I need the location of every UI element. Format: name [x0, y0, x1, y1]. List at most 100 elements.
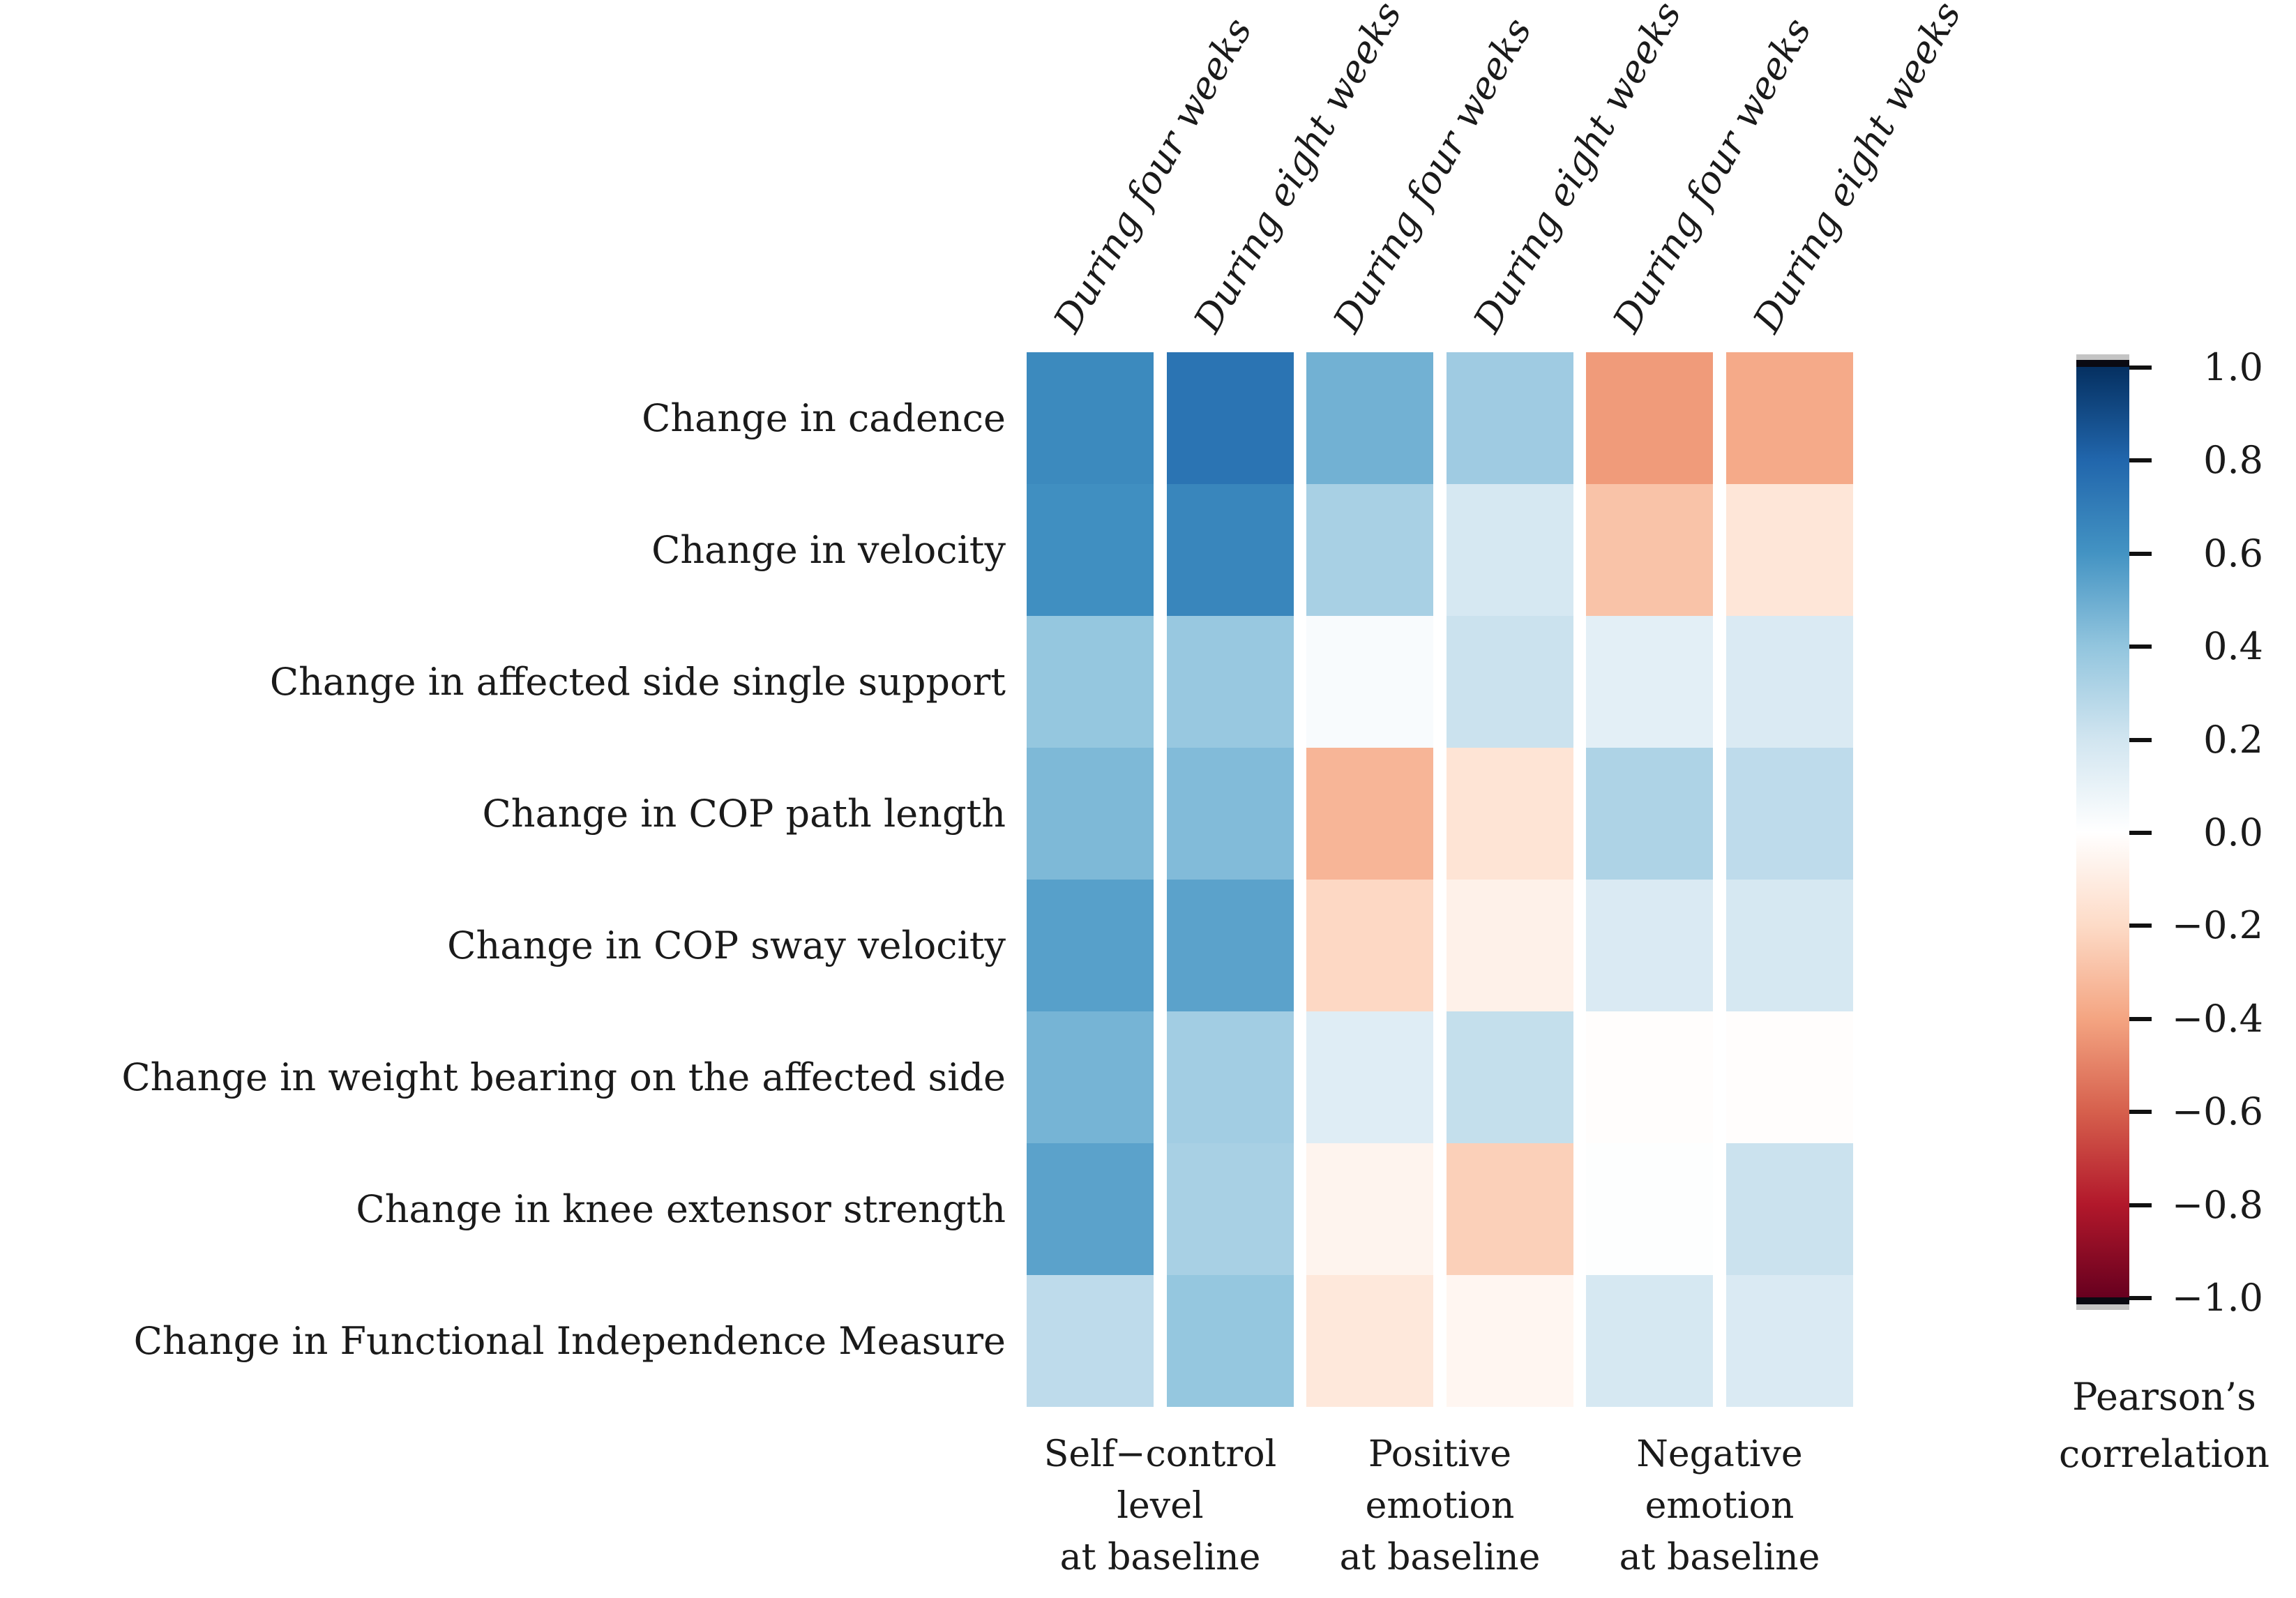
heatmap-cell-r1c6 — [1726, 352, 1853, 484]
row-label: Change in affected side single support — [269, 659, 1006, 704]
heatmap-cell-r5c2 — [1167, 880, 1294, 1011]
colorbar-title-line2: correlation — [2058, 1432, 2270, 1476]
heatmap-cell-r6c4 — [1447, 1011, 1573, 1143]
x-axis-group-label-line: emotion — [1365, 1485, 1515, 1527]
colorbar-tick-label: 1.0 — [2203, 345, 2263, 389]
colorbar-tick — [2129, 1203, 2152, 1207]
heatmap-cell-r2c3 — [1306, 484, 1433, 616]
colorbar-tick — [2129, 645, 2152, 649]
heatmap-cell-r1c2 — [1167, 352, 1294, 484]
heatmap-cell-r6c1 — [1027, 1011, 1154, 1143]
heatmap-cell-r5c1 — [1027, 880, 1154, 1011]
colorbar — [2076, 354, 2129, 1310]
heatmap-cell-r7c1 — [1027, 1143, 1154, 1275]
row-label: Change in cadence — [642, 395, 1006, 440]
colorbar-tick-label: 0.4 — [2203, 624, 2263, 669]
row-label: Change in Functional Independence Measur… — [133, 1318, 1006, 1363]
colorbar-tick — [2129, 551, 2152, 556]
colorbar-bottom-cap — [2076, 1297, 2129, 1304]
x-axis-group-label: Positive emotion at baseline — [1340, 1429, 1541, 1583]
heatmap-cell-r2c2 — [1167, 484, 1294, 616]
heatmap-cell-r4c3 — [1306, 748, 1433, 880]
colorbar-top-edge — [2076, 354, 2129, 360]
x-axis-group-label-line: level — [1117, 1485, 1204, 1527]
colorbar-gradient — [2076, 367, 2129, 1297]
colorbar-tick — [2129, 365, 2152, 370]
heatmap-cell-r1c1 — [1027, 352, 1154, 484]
colorbar-bottom-edge — [2076, 1304, 2129, 1310]
colorbar-tick-label: 0.2 — [2203, 717, 2263, 762]
heatmap-cell-r5c5 — [1586, 880, 1713, 1011]
heatmap-cell-r8c6 — [1726, 1275, 1853, 1407]
heatmap-cell-r1c4 — [1447, 352, 1573, 484]
colorbar-tick — [2129, 1110, 2152, 1115]
x-axis-group-label-line: Positive — [1368, 1433, 1512, 1475]
heatmap-cell-r1c3 — [1306, 352, 1433, 484]
heatmap-cell-r4c1 — [1027, 748, 1154, 880]
colorbar-tick-label: 0.6 — [2203, 531, 2263, 575]
heatmap-cell-r8c3 — [1306, 1275, 1433, 1407]
heatmap-cell-r5c4 — [1447, 880, 1573, 1011]
x-axis-group-label-line: at baseline — [1339, 1537, 1541, 1578]
colorbar-tick-label: 0.0 — [2203, 811, 2263, 854]
heatmap-cell-r4c4 — [1447, 748, 1573, 880]
row-label: Change in weight bearing on the affected… — [121, 1055, 1006, 1099]
heatmap-cell-r8c1 — [1027, 1275, 1154, 1407]
colorbar-tick-label: −0.2 — [2171, 903, 2263, 948]
heatmap-cell-r7c4 — [1447, 1143, 1573, 1275]
heatmap-cell-r1c5 — [1586, 352, 1713, 484]
colorbar-tick-label: −0.8 — [2171, 1182, 2263, 1227]
heatmap-cell-r2c1 — [1027, 484, 1154, 616]
heatmap-cell-r2c5 — [1586, 484, 1713, 616]
row-label: Change in knee extensor strength — [356, 1186, 1006, 1231]
heatmap-cell-r3c4 — [1447, 616, 1573, 748]
heatmap-cell-r2c4 — [1447, 484, 1573, 616]
heatmap-cell-r6c5 — [1586, 1011, 1713, 1143]
heatmap-cell-r3c5 — [1586, 616, 1713, 748]
heatmap-cell-r4c6 — [1726, 748, 1853, 880]
colorbar-tick — [2129, 1296, 2152, 1300]
colorbar-tick — [2129, 737, 2152, 742]
x-axis-group-label: Self−control level at baseline — [1044, 1429, 1276, 1583]
row-label: Change in velocity — [651, 527, 1006, 572]
heatmap-cell-r2c6 — [1726, 484, 1853, 616]
heatmap-cell-r4c5 — [1586, 748, 1713, 880]
heatmap-cell-r7c2 — [1167, 1143, 1294, 1275]
colorbar-title-line1: Pearson’s — [2072, 1375, 2256, 1419]
heatmap-cell-r4c2 — [1167, 748, 1294, 880]
x-axis-group-label-line: Negative — [1636, 1433, 1803, 1475]
heatmap-cell-r8c2 — [1167, 1275, 1294, 1407]
x-axis-group-label-line: emotion — [1645, 1485, 1795, 1527]
colorbar-tick — [2129, 1016, 2152, 1021]
heatmap-cell-r3c1 — [1027, 616, 1154, 748]
heatmap-cell-r3c3 — [1306, 616, 1433, 748]
heatmap-cell-r3c2 — [1167, 616, 1294, 748]
heatmap-cell-r7c5 — [1586, 1143, 1713, 1275]
heatmap-cell-r6c6 — [1726, 1011, 1853, 1143]
x-axis-group-label: Negative emotion at baseline — [1619, 1429, 1820, 1583]
heatmap-cell-r5c3 — [1306, 880, 1433, 1011]
colorbar-tick-label: 0.8 — [2203, 438, 2263, 483]
heatmap-cell-r7c3 — [1306, 1143, 1433, 1275]
colorbar-tick-label: −1.0 — [2171, 1276, 2263, 1320]
x-axis-group-label-line: Self−control — [1043, 1433, 1277, 1475]
colorbar-top-cap — [2076, 360, 2129, 367]
heatmap-cell-r8c5 — [1586, 1275, 1713, 1407]
heatmap-cell-r8c4 — [1447, 1275, 1573, 1407]
colorbar-tick — [2129, 831, 2152, 835]
row-label: Change in COP path length — [482, 791, 1006, 836]
x-axis-group-label-line: at baseline — [1059, 1537, 1261, 1578]
heatmap-cell-r7c6 — [1726, 1143, 1853, 1275]
colorbar-tick-label: −0.4 — [2171, 996, 2263, 1041]
heatmap-cell-r5c6 — [1726, 880, 1853, 1011]
colorbar-tick — [2129, 924, 2152, 928]
heatmap-cell-r6c2 — [1167, 1011, 1294, 1143]
heatmap-cell-r3c6 — [1726, 616, 1853, 748]
x-axis-group-label-line: at baseline — [1619, 1537, 1820, 1578]
colorbar-tick-label: −0.6 — [2171, 1090, 2263, 1134]
colorbar-tick — [2129, 458, 2152, 463]
colorbar-title: Pearson’s correlation — [2059, 1369, 2269, 1483]
heatmap-cell-r6c3 — [1306, 1011, 1433, 1143]
row-label: Change in COP sway velocity — [447, 923, 1006, 967]
